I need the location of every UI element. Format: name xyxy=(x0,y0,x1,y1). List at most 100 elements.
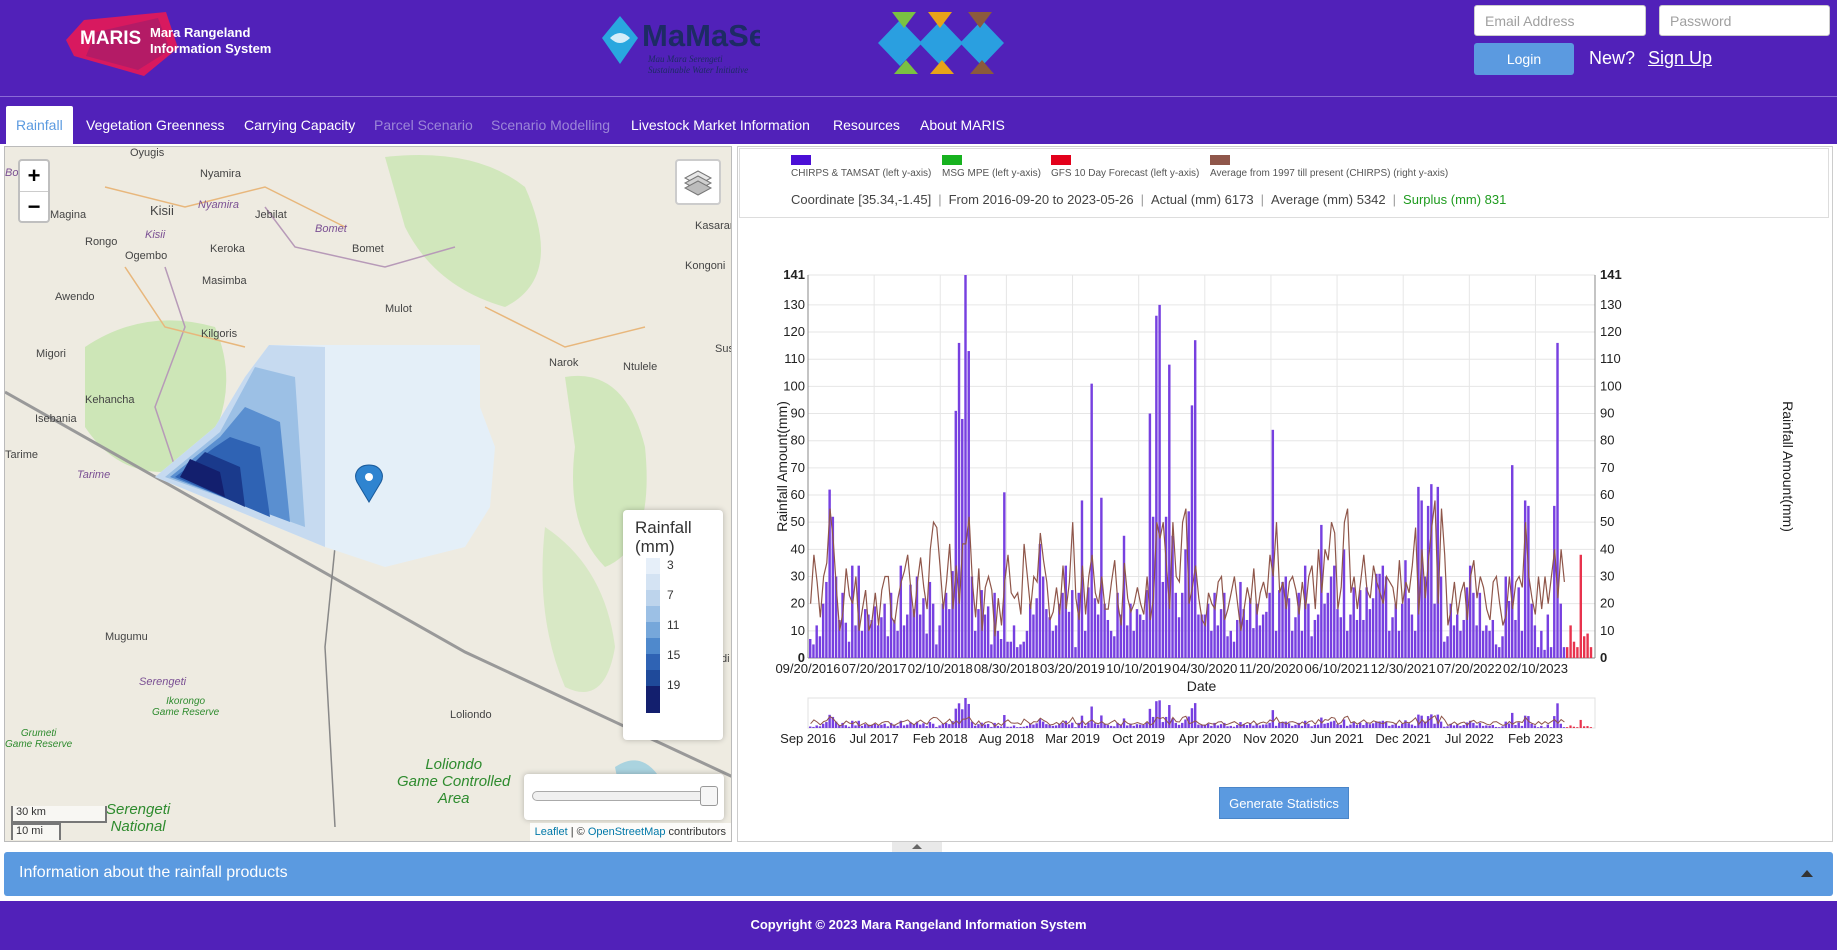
place-keroka: Keroka xyxy=(210,243,245,255)
rainfall-bar xyxy=(1148,413,1152,658)
zoom-out-button[interactable]: − xyxy=(20,191,48,221)
y-tick-label: 130 xyxy=(783,297,805,312)
navigator-bar xyxy=(990,726,993,728)
navigator-bar xyxy=(1540,725,1543,728)
rainfall-bar xyxy=(1252,628,1255,658)
x-tick-label: 02/10/2018 xyxy=(908,661,973,676)
y-right-axis-title: Rainfall Amount(mm) xyxy=(1780,401,1796,532)
chart-legend-box: CHIRPS & TAMSAT (left y-axis) MSG MPE (l… xyxy=(739,148,1829,218)
rainfall-bar xyxy=(1054,625,1058,658)
navigator-bar xyxy=(1287,723,1291,728)
maris-logo[interactable]: MARIS Mara Rangeland Information System xyxy=(66,10,281,78)
rainfall-bar xyxy=(970,576,974,658)
rainfall-bar xyxy=(1206,603,1210,658)
map-attribution: Leaflet | © OpenStreetMap contributors xyxy=(529,823,731,841)
y-tick-label: 40 xyxy=(791,541,805,556)
login-button[interactable]: Login xyxy=(1474,43,1574,75)
signup-link[interactable]: Sign Up xyxy=(1648,48,1713,68)
zoom-in-button[interactable]: + xyxy=(27,163,41,188)
leaflet-link[interactable]: Leaflet xyxy=(534,826,568,838)
rainfall-bar xyxy=(902,625,906,658)
legend-gfs[interactable]: GFS 10 Day Forecast (left y-axis) xyxy=(1051,155,1199,179)
password-field[interactable] xyxy=(1659,5,1830,36)
navigator-bar xyxy=(1045,724,1048,728)
rainfall-bar xyxy=(812,644,815,658)
navigator-bar xyxy=(935,726,938,728)
rainfall-bar xyxy=(986,606,990,658)
rainfall-bar xyxy=(1333,565,1336,658)
partner-diamonds-logo[interactable] xyxy=(866,10,1016,76)
legend-title-line2: (mm) xyxy=(635,537,675,556)
navigator-bar xyxy=(1352,722,1355,728)
layers-button[interactable] xyxy=(675,159,721,205)
region-kisii: Kisii xyxy=(145,229,166,241)
rainfall-bar xyxy=(1468,565,1472,658)
legend-msg-mpe[interactable]: MSG MPE (left y-axis) xyxy=(942,155,1041,179)
place-narok: Narok xyxy=(549,357,579,369)
rainfall-bar xyxy=(1297,592,1300,658)
legend-average[interactable]: Average from 1997 till present (CHIRPS) … xyxy=(1210,155,1448,179)
opacity-slider-track[interactable] xyxy=(532,791,712,801)
navigator-tick-label: Apr 2020 xyxy=(1178,731,1231,746)
navigator-bar xyxy=(1016,727,1019,728)
y-right-tick-label: 50 xyxy=(1600,514,1614,529)
navigator-bar xyxy=(1122,718,1126,728)
tab-resources[interactable]: Resources xyxy=(833,117,900,133)
generate-statistics-button[interactable]: Generate Statistics xyxy=(1219,787,1349,819)
rainfall-map[interactable]: Oyugis Nyamira Kisii Nyamira Magina Jebi… xyxy=(4,146,732,842)
navigator-bar xyxy=(1388,725,1391,728)
navigator-bar xyxy=(1090,706,1093,728)
navigator-bar xyxy=(873,723,877,728)
rainfall-chart[interactable]: 0 0 10 10 20 20 30 30 40 40 50 50 60 60 70 70 80 80 90 90 10… xyxy=(738,219,1832,784)
stat-coordinate: Coordinate [35.34,-1.45] xyxy=(791,192,932,207)
rainfall-bar xyxy=(1423,576,1427,658)
mamase-logo[interactable]: MaMaSe Mau Mara Serengeti Sustainable Wa… xyxy=(600,10,760,80)
navigator-bar xyxy=(1507,723,1511,728)
rainfall-bar xyxy=(1203,614,1207,658)
place-ntulele: Ntulele xyxy=(623,361,658,373)
tab-rainfall[interactable]: Rainfall xyxy=(6,106,73,144)
scale-bar-mi: 10 mi xyxy=(11,823,61,840)
navigator-bar xyxy=(1326,722,1330,728)
legend-tick-19: 19 xyxy=(667,678,681,692)
label-loliondo-gca-2: Game Controlled xyxy=(397,773,511,790)
x-tick-label: 07/20/2022 xyxy=(1437,661,1502,676)
rainfall-bar xyxy=(1168,364,1171,658)
rainfall-bar xyxy=(1303,565,1307,658)
rainfall-bar xyxy=(909,584,912,658)
legend-chirps-swatch xyxy=(791,155,811,165)
map-base-layer[interactable] xyxy=(5,147,732,842)
tab-about-maris[interactable]: About MARIS xyxy=(920,117,1005,133)
place-kilgoris: Kilgoris xyxy=(201,328,238,340)
navigator-bar xyxy=(1032,724,1035,728)
navigator-bar xyxy=(1501,726,1504,728)
navigator-bar xyxy=(1093,723,1097,728)
y-tick-label: 10 xyxy=(791,623,805,638)
tab-livestock-market[interactable]: Livestock Market Information xyxy=(631,117,810,133)
rainfall-bar xyxy=(1346,630,1349,658)
opacity-slider-handle[interactable] xyxy=(700,786,718,806)
x-tick-label: 09/20/2016 xyxy=(775,661,840,676)
region-nyamira: Nyamira xyxy=(198,199,239,211)
rainfall-bar xyxy=(1452,625,1456,658)
rainfall-bar xyxy=(1145,590,1148,658)
navigator-bar xyxy=(1071,722,1074,728)
legend-chirps[interactable]: CHIRPS & TAMSAT (left y-axis) xyxy=(791,155,931,179)
rainfall-info-accordion[interactable]: Information about the rainfall products xyxy=(4,852,1833,896)
y-tick-label: 141 xyxy=(783,267,805,282)
navigator-bar xyxy=(1291,725,1294,728)
rainfall-bar xyxy=(899,565,903,658)
rainfall-bar xyxy=(1210,630,1213,658)
rainfall-bar xyxy=(1362,619,1365,658)
navigator-bar xyxy=(1358,722,1362,728)
navigator-bar xyxy=(1038,719,1042,728)
tab-vegetation-greenness[interactable]: Vegetation Greenness xyxy=(86,117,225,133)
navigator-bar xyxy=(870,725,873,728)
collapse-tab[interactable] xyxy=(892,842,942,852)
tab-carrying-capacity[interactable]: Carrying Capacity xyxy=(244,117,356,133)
email-field[interactable] xyxy=(1474,5,1646,36)
rainfall-bar xyxy=(1446,636,1449,658)
navigator-bar xyxy=(1087,722,1090,728)
osm-link[interactable]: OpenStreetMap xyxy=(587,826,666,838)
navigator-bar xyxy=(1433,723,1436,728)
